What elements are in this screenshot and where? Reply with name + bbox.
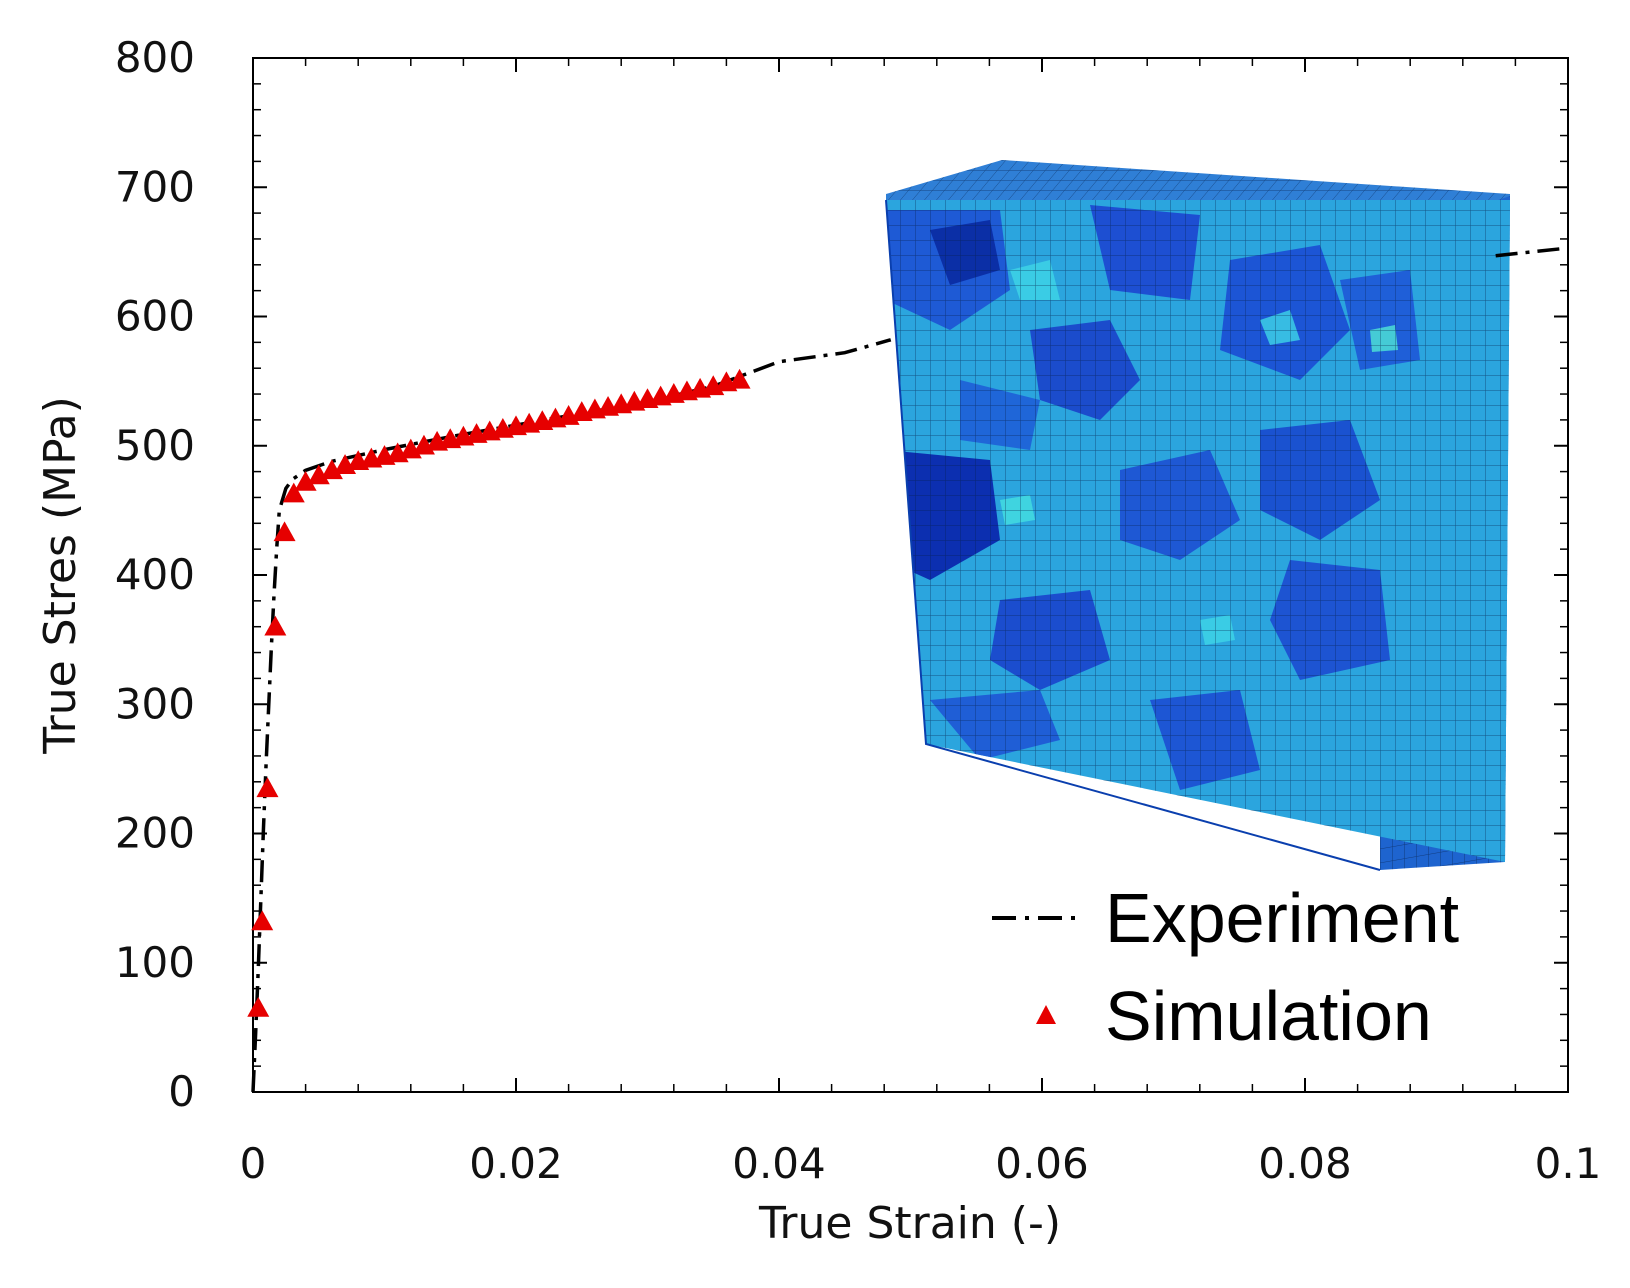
x-axis: 0 0.02 0.04 0.06 0.08 0.1 bbox=[240, 58, 1602, 1188]
x-tick-label: 0.1 bbox=[1535, 1139, 1602, 1188]
legend-simulation-label: Simulation bbox=[1105, 977, 1432, 1055]
y-tick-label: 200 bbox=[115, 809, 195, 858]
y-tick-label: 700 bbox=[115, 162, 195, 211]
legend-simulation-marker bbox=[1036, 1005, 1056, 1024]
y-axis: 0 100 200 300 400 500 600 700 800 bbox=[115, 33, 1568, 1116]
y-tick-label: 600 bbox=[115, 292, 195, 341]
experiment-series bbox=[251, 246, 1569, 1093]
y-tick-label: 100 bbox=[115, 938, 195, 987]
experiment-line bbox=[251, 338, 892, 1093]
simulation-point bbox=[320, 459, 343, 480]
simulation-point bbox=[282, 482, 305, 503]
x-tick-label: 0.08 bbox=[1258, 1139, 1352, 1188]
x-tick-label: 0 bbox=[240, 1139, 267, 1188]
simulation-point bbox=[247, 996, 270, 1017]
simulation-point bbox=[307, 464, 330, 485]
y-tick-label: 500 bbox=[115, 421, 195, 470]
x-tick-label: 0.02 bbox=[469, 1139, 563, 1188]
x-tick-label: 0.06 bbox=[995, 1139, 1089, 1188]
y-tick-label: 300 bbox=[115, 679, 195, 728]
simulation-point bbox=[273, 521, 296, 542]
y-tick-label: 400 bbox=[115, 550, 195, 599]
simulation-series bbox=[247, 368, 751, 1017]
experiment-line-right bbox=[1495, 246, 1569, 258]
simulation-point bbox=[294, 470, 317, 491]
x-tick-label: 0.04 bbox=[732, 1139, 826, 1188]
simulation-point bbox=[728, 368, 751, 389]
simulation-point bbox=[256, 777, 279, 798]
legend-experiment-label: Experiment bbox=[1105, 879, 1459, 957]
x-axis-title: True Strain (-) bbox=[758, 1198, 1061, 1249]
y-axis-title: True Stres (MPa) bbox=[35, 396, 86, 755]
microstructure-cube-image bbox=[885, 160, 1510, 871]
y-tick-label: 800 bbox=[115, 33, 195, 82]
legend: Experiment Simulation bbox=[992, 879, 1459, 1055]
y-tick-label: 0 bbox=[168, 1067, 195, 1116]
simulation-point bbox=[251, 910, 274, 931]
simulation-point bbox=[264, 615, 287, 636]
